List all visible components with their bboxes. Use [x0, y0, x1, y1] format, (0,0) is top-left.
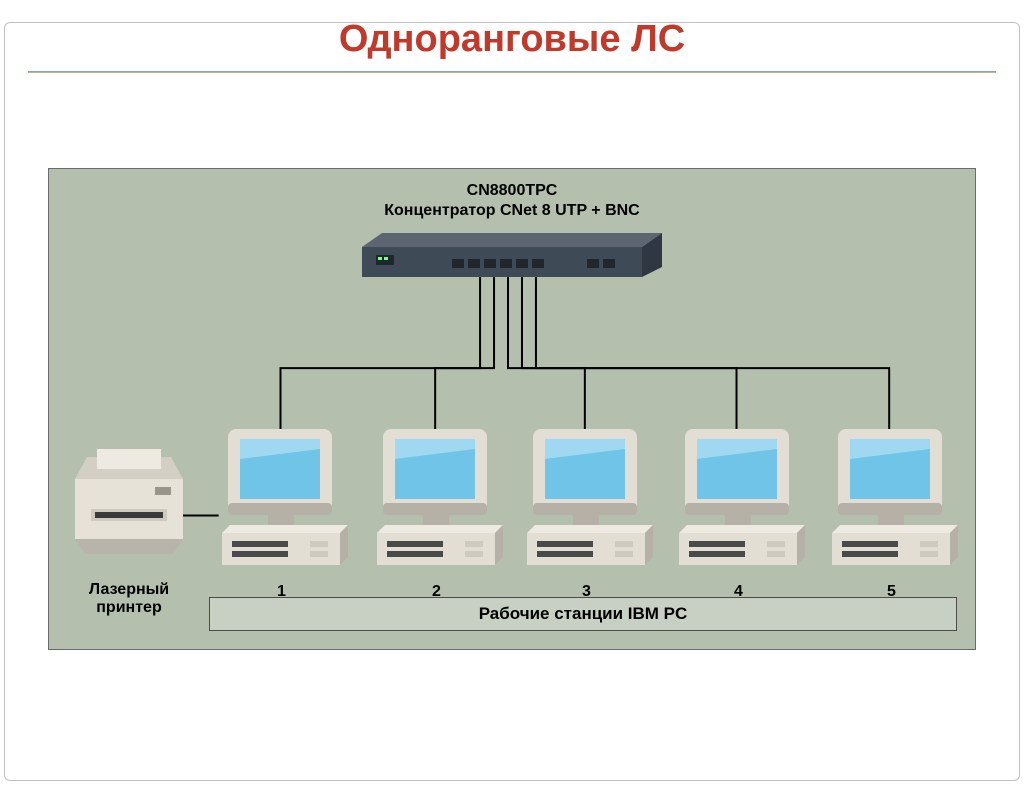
- printer-label: Лазерный принтер: [69, 581, 189, 618]
- workstation-icon: [214, 421, 349, 581]
- printer-label-l2: принтер: [69, 599, 189, 617]
- printer-icon: [69, 439, 189, 569]
- workstation-label: 4: [671, 583, 806, 601]
- hub-label: CN8800TPC Концентратор CNet 8 UTP + BNC: [49, 181, 975, 221]
- workstation-label: 1: [214, 583, 349, 601]
- hub-model: CN8800TPC: [49, 181, 975, 201]
- workstation-icon: [369, 421, 504, 581]
- workstation-icon: [824, 421, 959, 581]
- workstation-icon: [671, 421, 806, 581]
- stations-caption-bar: Рабочие станции IBM PC: [209, 597, 957, 631]
- hub-description: Концентратор CNet 8 UTP + BNC: [49, 201, 975, 221]
- workstation-label: 5: [824, 583, 959, 601]
- diagram-container: CN8800TPC Концентратор CNet 8 UTP + BNC: [48, 168, 976, 650]
- stations-caption: Рабочие станции IBM PC: [479, 604, 688, 624]
- workstation-label: 3: [519, 583, 654, 601]
- printer-label-l1: Лазерный: [69, 581, 189, 599]
- network-diagram: CN8800TPC Концентратор CNet 8 UTP + BNC: [48, 168, 976, 650]
- workstation-icon: [519, 421, 654, 581]
- hub-icon: [362, 233, 662, 281]
- workstation-label: 2: [369, 583, 504, 601]
